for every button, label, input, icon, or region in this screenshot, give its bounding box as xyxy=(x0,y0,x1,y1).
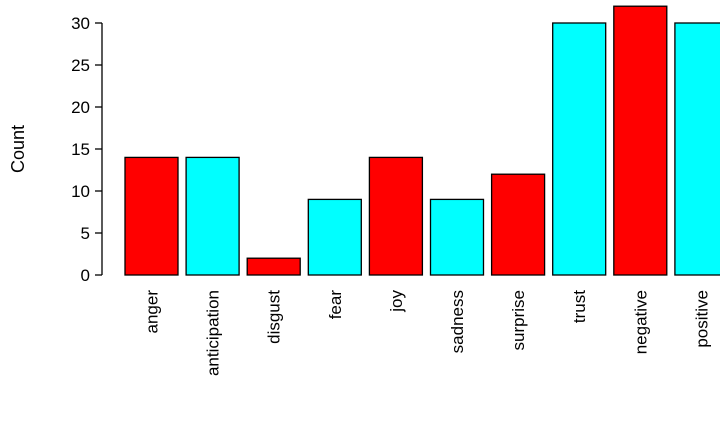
bar-positive xyxy=(674,22,720,276)
y-tick-label: 25 xyxy=(71,56,90,75)
y-tick-label: 10 xyxy=(71,182,90,201)
y-tick-label: 20 xyxy=(71,98,90,117)
bar-joy xyxy=(368,156,424,276)
bar-negative xyxy=(613,5,668,276)
category-label-disgust: disgust xyxy=(265,290,284,344)
category-label-trust: trust xyxy=(570,290,589,323)
category-label-anticipation: anticipation xyxy=(204,290,223,376)
y-axis-title: Count xyxy=(8,125,28,173)
y-tick-label: 15 xyxy=(71,140,90,159)
bar-surprise xyxy=(490,173,546,276)
bars xyxy=(124,5,720,276)
category-label-negative: negative xyxy=(631,290,650,354)
category-label-sadness: sadness xyxy=(448,290,467,353)
bar-fear xyxy=(307,198,362,276)
category-label-surprise: surprise xyxy=(509,290,528,350)
bar-trust xyxy=(552,22,607,276)
bar-disgust xyxy=(246,257,301,276)
bar-sadness xyxy=(429,198,485,276)
category-label-positive: positive xyxy=(692,290,711,348)
category-label-joy: joy xyxy=(387,290,406,313)
y-tick-label: 30 xyxy=(71,14,90,33)
bar-anticipation xyxy=(185,156,240,276)
category-labels: anger anticipation disgust fear joy sadness su… xyxy=(143,290,712,377)
category-label-anger: anger xyxy=(143,290,162,334)
bar-anger xyxy=(124,156,179,276)
y-axis: 0 5 10 15 20 25 30 xyxy=(71,14,103,285)
y-tick-label: 0 xyxy=(81,266,90,285)
category-label-fear: fear xyxy=(326,290,345,320)
y-tick-label: 5 xyxy=(81,224,90,243)
